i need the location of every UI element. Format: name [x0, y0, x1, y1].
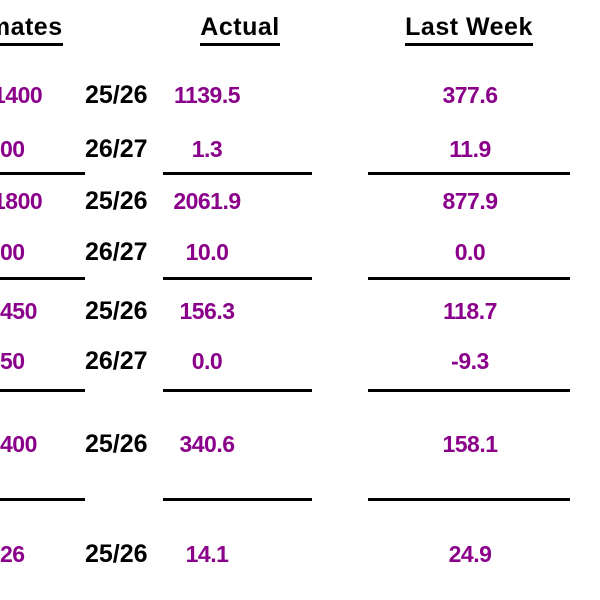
- season-label: 25/26: [85, 540, 148, 568]
- row-group-divider: [163, 172, 312, 175]
- column-header-estimates: Estimates: [0, 13, 63, 46]
- table-row: 450 25/26 156.3 118.7: [0, 297, 600, 325]
- column-header-actual-cell: Actual: [140, 13, 340, 46]
- actual-value: 0.0: [191, 348, 223, 374]
- season-label: 26/27: [85, 347, 148, 375]
- last-week-value: 118.7: [443, 298, 497, 324]
- row-group-divider: [0, 277, 85, 280]
- actual-value: 1.3: [191, 136, 223, 162]
- last-week-value: 11.9: [449, 136, 491, 162]
- row-group-divider: [368, 498, 570, 501]
- table-row: 400 25/26 340.6 158.1: [0, 430, 600, 458]
- column-header-last-week-cell: Last Week: [369, 13, 569, 46]
- season-label: 25/26: [85, 81, 148, 109]
- estimate-value: 1800: [0, 188, 43, 214]
- actual-value: 14.1: [185, 541, 229, 567]
- estimate-value: 400: [0, 431, 37, 457]
- season-label: 26/27: [85, 238, 148, 266]
- last-week-value: -9.3: [451, 348, 489, 374]
- last-week-value: 24.9: [448, 541, 492, 567]
- table-row: 26 25/26 14.1 24.9: [0, 540, 600, 568]
- last-week-value: 158.1: [442, 431, 498, 457]
- season-label: 25/26: [85, 430, 148, 458]
- table-row: 1400 25/26 1139.5 377.6: [0, 81, 600, 109]
- estimate-value: 50: [0, 348, 25, 374]
- last-week-value: 877.9: [442, 188, 498, 214]
- season-label: 25/26: [85, 187, 148, 215]
- column-header-actual: Actual: [200, 13, 280, 46]
- column-header-last-week: Last Week: [405, 13, 533, 46]
- table-header-row: Estimates Actual Last Week: [0, 13, 600, 46]
- actual-value: 156.3: [179, 298, 235, 324]
- table-row: 1800 25/26 2061.9 877.9: [0, 187, 600, 215]
- table-row: 00 26/27 10.0 0.0: [0, 238, 600, 266]
- last-week-value: 377.6: [442, 82, 498, 108]
- actual-value: 10.0: [185, 239, 229, 265]
- season-label: 26/27: [85, 135, 148, 163]
- estimate-value: 00: [0, 239, 25, 265]
- table-row: 00 26/27 1.3 11.9: [0, 135, 600, 163]
- table-row: 50 26/27 0.0 -9.3: [0, 347, 600, 375]
- actual-value: 340.6: [179, 431, 235, 457]
- estimate-value: 26: [0, 541, 25, 567]
- row-group-divider: [163, 389, 312, 392]
- row-group-divider: [163, 277, 312, 280]
- row-group-divider: [163, 498, 312, 501]
- row-group-divider: [368, 172, 570, 175]
- last-week-value: 0.0: [454, 239, 486, 265]
- estimate-value: 1400: [0, 82, 43, 108]
- season-label: 25/26: [85, 297, 148, 325]
- actual-value: 2061.9: [173, 188, 241, 214]
- row-group-divider: [0, 498, 85, 501]
- row-group-divider: [0, 389, 85, 392]
- row-group-divider: [0, 172, 85, 175]
- actual-value: 1139.5: [173, 82, 241, 108]
- row-group-divider: [368, 389, 570, 392]
- estimate-value: 450: [0, 298, 37, 324]
- estimate-value: 00: [0, 136, 25, 162]
- row-group-divider: [368, 277, 570, 280]
